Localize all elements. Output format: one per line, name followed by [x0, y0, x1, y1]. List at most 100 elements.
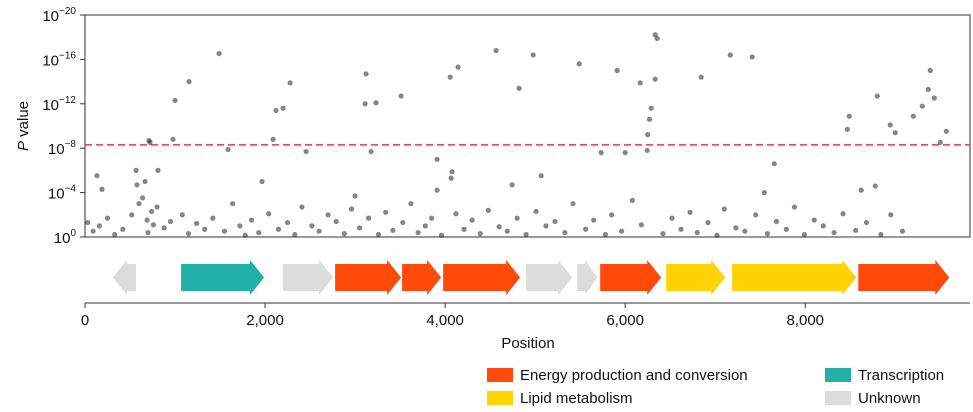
- y-tick-label: 100: [54, 228, 77, 247]
- data-point: [144, 217, 150, 223]
- legend-label: Lipid metabolism: [520, 390, 633, 407]
- data-point: [943, 128, 949, 134]
- data-point: [210, 215, 216, 221]
- data-point: [398, 93, 404, 99]
- data-point: [801, 231, 807, 238]
- x-axis-label: Position: [501, 335, 554, 352]
- data-point: [669, 215, 675, 221]
- data-point: [562, 229, 568, 236]
- data-point: [516, 85, 522, 91]
- x-tick-label: 0: [81, 312, 89, 329]
- data-point: [721, 206, 727, 212]
- data-point: [368, 148, 374, 155]
- data-point: [493, 47, 499, 54]
- data-point: [477, 231, 483, 237]
- data-point: [150, 222, 157, 228]
- data-point: [831, 229, 837, 236]
- data-point: [145, 229, 151, 236]
- data-point: [698, 74, 704, 80]
- data-point: [373, 100, 379, 106]
- data-point: [602, 231, 608, 238]
- gene-arrow: [732, 260, 857, 295]
- data-point: [783, 226, 789, 232]
- data-point: [133, 167, 139, 173]
- data-point: [280, 105, 286, 111]
- data-point: [429, 215, 435, 221]
- data-point: [256, 229, 262, 236]
- data-point: [652, 76, 658, 82]
- data-point: [538, 173, 544, 179]
- legend-label: Transcription: [858, 367, 944, 384]
- data-point: [85, 219, 91, 226]
- data-point: [727, 52, 733, 58]
- y-tick-label: 10−20: [42, 6, 76, 25]
- data-point: [292, 231, 298, 238]
- data-point: [185, 231, 192, 237]
- data-point: [840, 211, 846, 217]
- data-point: [714, 232, 720, 238]
- data-point: [179, 212, 185, 218]
- y-tick-label: 10−16: [42, 50, 76, 69]
- data-point: [438, 232, 445, 238]
- data-point: [609, 212, 615, 218]
- data-point: [167, 218, 174, 225]
- data-point: [811, 217, 817, 223]
- data-point: [194, 220, 200, 227]
- data-point: [348, 206, 355, 212]
- data-point: [820, 223, 826, 229]
- data-point: [645, 132, 651, 138]
- data-point: [134, 182, 140, 188]
- legend-swatch: [487, 368, 513, 382]
- data-point: [434, 156, 440, 162]
- data-point: [660, 231, 666, 237]
- data-point: [172, 97, 178, 104]
- data-point: [237, 223, 243, 229]
- data-point: [333, 218, 339, 225]
- data-point: [618, 228, 625, 234]
- data-point: [90, 228, 96, 234]
- gene-arrow: [181, 260, 265, 295]
- data-point: [533, 208, 539, 215]
- data-point: [678, 226, 684, 232]
- data-point: [242, 232, 248, 238]
- data-point: [453, 211, 459, 217]
- data-point: [687, 209, 693, 215]
- data-point: [764, 231, 771, 237]
- data-point: [469, 217, 475, 223]
- gene-arrow: [666, 260, 726, 295]
- data-point: [591, 217, 597, 223]
- y-tick-label: 10−8: [48, 139, 77, 158]
- y-tick-label: 10−4: [48, 183, 77, 202]
- data-point: [400, 219, 406, 226]
- data-point: [287, 80, 293, 86]
- data-point: [161, 225, 167, 231]
- data-point: [878, 231, 884, 238]
- data-point: [846, 113, 852, 119]
- data-point: [899, 228, 906, 234]
- data-point: [504, 228, 510, 234]
- data-point: [844, 126, 850, 132]
- gene-arrow: [402, 260, 442, 295]
- data-point: [910, 113, 916, 119]
- x-tick-label: 6,000: [606, 312, 644, 329]
- data-point: [742, 228, 748, 234]
- data-point: [170, 136, 176, 142]
- gene-arrow: [577, 260, 598, 295]
- data-point: [629, 197, 635, 203]
- data-point: [858, 187, 864, 193]
- data-point: [455, 64, 461, 70]
- data-point: [356, 225, 363, 231]
- data-point: [112, 231, 118, 238]
- gene-arrow: [335, 260, 402, 295]
- legend-swatch: [825, 368, 851, 382]
- y-axis-label: P value: [15, 101, 32, 151]
- data-point: [509, 182, 515, 188]
- data-point: [147, 139, 153, 145]
- data-point: [863, 219, 870, 226]
- data-point: [461, 226, 467, 232]
- gene-arrow: [283, 260, 334, 295]
- data-point: [94, 173, 100, 179]
- data-point: [552, 218, 558, 225]
- data-point: [275, 226, 282, 232]
